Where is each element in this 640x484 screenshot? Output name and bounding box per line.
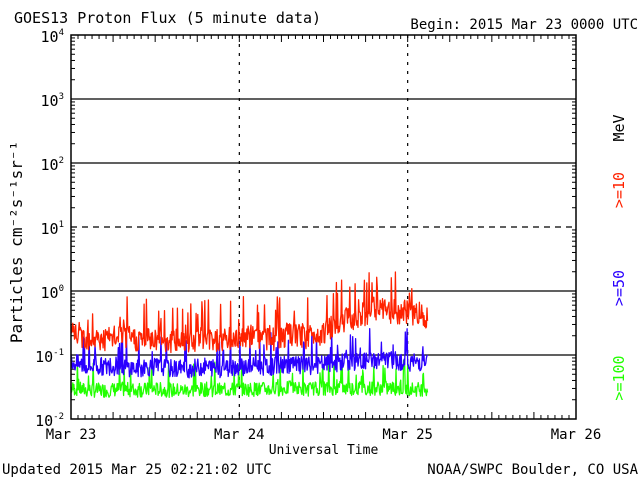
series-line-100mev — [70, 358, 429, 398]
y-tick-base: 10 — [41, 284, 59, 302]
y-tick-label: 101 — [41, 220, 64, 238]
y-tick-base: 10 — [41, 28, 59, 46]
legend-unit: MeV — [610, 114, 628, 141]
y-tick-exponent: -1 — [53, 348, 64, 358]
y-tick-exponent: 0 — [59, 284, 64, 294]
x-tick-label: Mar 25 — [382, 427, 433, 443]
x-axis-label: Universal Time — [269, 443, 379, 458]
y-tick-exponent: 3 — [59, 92, 64, 102]
y-tick-label: 103 — [41, 92, 64, 110]
x-tick-label: Mar 23 — [46, 427, 97, 443]
y-tick-label: 10-1 — [35, 348, 64, 366]
series-line-50mev — [70, 328, 429, 379]
y-tick-base: 10 — [41, 156, 59, 174]
y-tick-exponent: 4 — [59, 28, 64, 38]
y-tick-base: 10 — [35, 348, 53, 366]
legend-ge100: >=100 — [610, 355, 628, 400]
x-tick-label: Mar 26 — [551, 427, 602, 443]
y-tick-base: 10 — [35, 412, 53, 430]
y-tick-base: 10 — [41, 92, 59, 110]
chart-title: GOES13 Proton Flux (5 minute data) — [14, 9, 321, 27]
y-tick-label: 104 — [41, 28, 64, 46]
y-tick-exponent: -2 — [53, 412, 64, 422]
legend-ge50: >=50 — [610, 270, 628, 306]
y-tick-exponent: 1 — [59, 220, 64, 230]
y-tick-base: 10 — [41, 220, 59, 238]
legend-ge10: >=10 — [610, 172, 628, 208]
y-tick-label: 100 — [41, 284, 64, 302]
y-tick-exponent: 2 — [59, 156, 64, 166]
y-tick-label: 10-2 — [35, 412, 64, 430]
series-line-10mev — [70, 271, 429, 354]
plot-area — [70, 34, 577, 420]
x-tick-label: Mar 24 — [214, 427, 265, 443]
y-tick-label: 102 — [41, 156, 64, 174]
updated-timestamp: Updated 2015 Mar 25 02:21:02 UTC — [2, 462, 272, 478]
y-axis-label: Particles cm⁻²s⁻¹sr⁻¹ — [7, 141, 26, 343]
noaa-credit: NOAA/SWPC Boulder, CO USA — [427, 462, 638, 478]
begin-date: Begin: 2015 Mar 23 0000 UTC — [410, 17, 638, 33]
plot-frame — [70, 34, 577, 420]
